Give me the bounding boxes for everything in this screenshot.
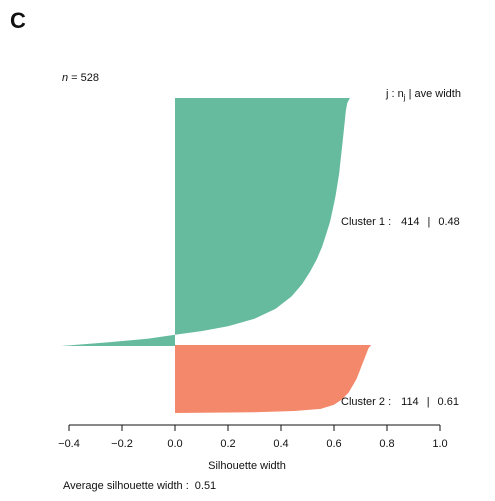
silhouette-bars bbox=[61, 98, 372, 413]
x-tick-label: −0.4 bbox=[58, 438, 80, 450]
legend-header-prefix: j : n bbox=[385, 88, 404, 100]
x-tick-label: 0.6 bbox=[326, 438, 341, 450]
cluster1-ave-width: 0.48 bbox=[438, 216, 459, 228]
footer-label: Average silhouette width : bbox=[63, 480, 189, 492]
n-value: = 528 bbox=[68, 72, 99, 84]
n-symbol: n bbox=[62, 72, 68, 84]
x-axis-label: Silhouette width bbox=[208, 460, 286, 472]
cluster2-label: Cluster 2 :114 | 0.61 bbox=[341, 396, 459, 408]
cluster2-size: 114 bbox=[401, 396, 419, 408]
x-tick-label: −0.2 bbox=[111, 438, 133, 450]
legend-header: j : nj | ave width bbox=[385, 88, 461, 102]
cluster1-size: 414 bbox=[401, 216, 419, 228]
cluster2-name: Cluster 2 : bbox=[341, 396, 391, 408]
legend-header-subscript: j bbox=[403, 93, 406, 102]
cluster1-name: Cluster 1 : bbox=[341, 216, 391, 228]
legend-header-suffix: | ave width bbox=[406, 88, 461, 100]
cluster1-silhouette-bars bbox=[61, 98, 350, 346]
average-silhouette-footer: Average silhouette width : 0.51 bbox=[63, 480, 216, 492]
x-tick-label: 0.4 bbox=[273, 438, 288, 450]
cluster2-silhouette-bars bbox=[175, 345, 372, 413]
x-tick-label: 0.2 bbox=[220, 438, 235, 450]
x-tick-label: 0.0 bbox=[167, 438, 182, 450]
cluster2-ave-width: 0.61 bbox=[438, 396, 459, 408]
x-tick-label: 0.8 bbox=[379, 438, 394, 450]
x-axis-ticks: −0.4 −0.2 0.0 0.2 0.4 0.6 0.8 1.0 bbox=[58, 425, 448, 450]
cluster1-label: Cluster 1 :414 | 0.48 bbox=[341, 216, 460, 228]
x-tick-label: 1.0 bbox=[432, 438, 447, 450]
panel-label: C bbox=[10, 8, 26, 33]
n-annotation: n = 528 bbox=[62, 72, 99, 84]
footer-value: 0.51 bbox=[195, 480, 216, 492]
